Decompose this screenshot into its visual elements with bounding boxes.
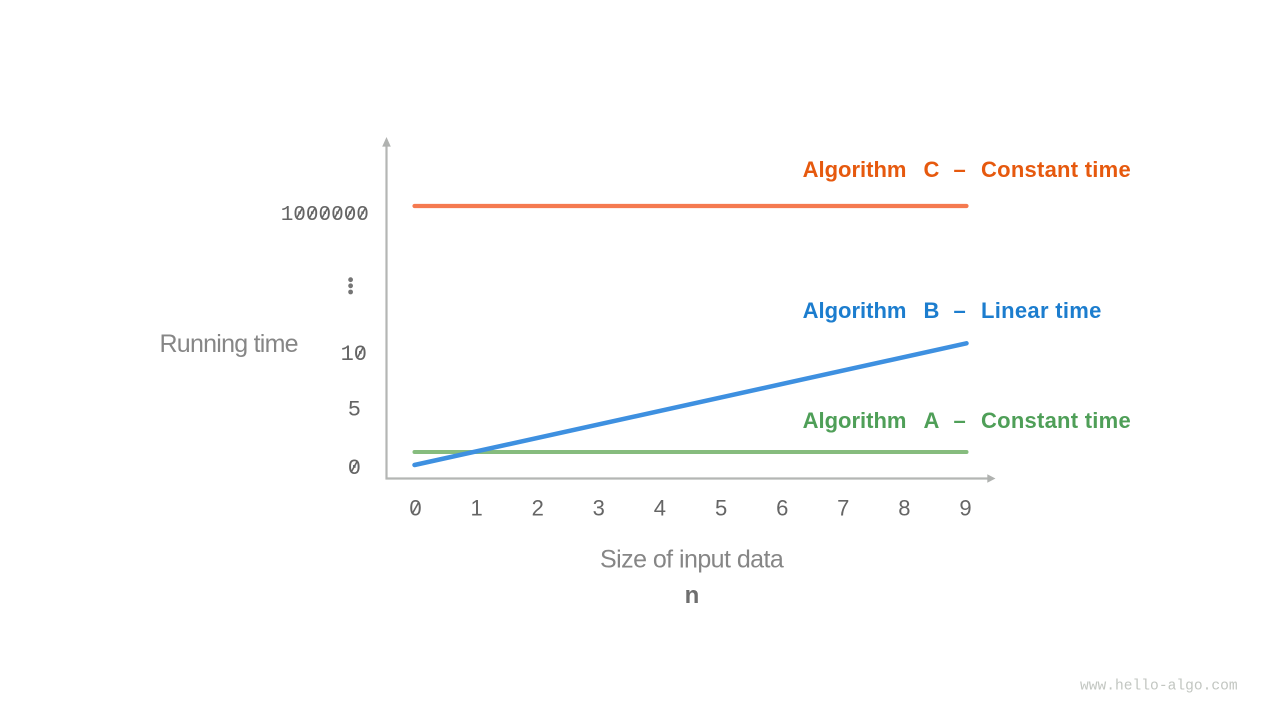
svg-text:9: 9 — [959, 496, 971, 521]
svg-text:10: 10 — [341, 342, 367, 367]
svg-text:Running time: Running time — [160, 330, 298, 358]
svg-text:Algorithm: Algorithm — [803, 157, 907, 182]
svg-text:www.hello-algo.com: www.hello-algo.com — [1080, 679, 1238, 695]
svg-text:C: C — [924, 157, 940, 182]
svg-text:1: 1 — [470, 496, 482, 521]
svg-text:0: 0 — [348, 456, 361, 481]
svg-text:1000000: 1000000 — [281, 204, 369, 227]
svg-text:8: 8 — [898, 496, 910, 521]
svg-text:Linear time: Linear time — [981, 298, 1102, 323]
svg-text:–: – — [954, 408, 966, 433]
svg-text:3: 3 — [593, 496, 605, 521]
svg-text:5: 5 — [715, 496, 727, 521]
svg-text:–: – — [954, 298, 966, 323]
svg-text:0: 0 — [409, 496, 421, 521]
svg-text:5: 5 — [348, 398, 361, 423]
svg-text:Constant time: Constant time — [981, 408, 1131, 433]
svg-text:Algorithm: Algorithm — [803, 298, 907, 323]
svg-text:–: – — [954, 157, 966, 182]
svg-text:Algorithm: Algorithm — [803, 408, 907, 433]
svg-text:7: 7 — [837, 496, 849, 521]
svg-text:Size of input data: Size of input data — [600, 546, 784, 574]
svg-text:B: B — [924, 298, 940, 323]
svg-text:4: 4 — [654, 496, 666, 521]
svg-text:Constant time: Constant time — [981, 157, 1131, 182]
svg-text:2: 2 — [532, 496, 544, 521]
svg-text:n: n — [685, 582, 700, 609]
svg-text:6: 6 — [776, 496, 788, 521]
svg-text:A: A — [924, 408, 940, 433]
